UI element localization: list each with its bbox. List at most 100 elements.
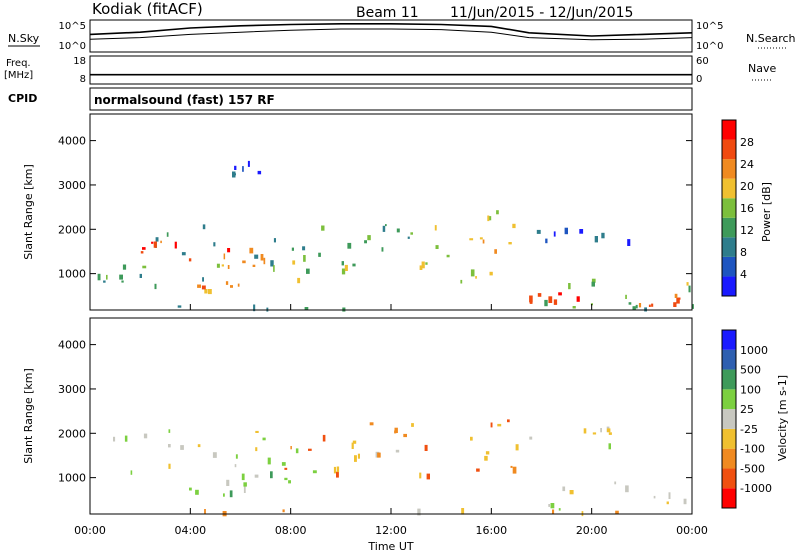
nsearch-label: N.Search (746, 32, 796, 45)
station-title: Kodiak (fitACF) (92, 0, 203, 18)
cpid-panel-frame (89, 87, 693, 111)
power-colorbar-swatch (722, 217, 736, 238)
power-cell (204, 289, 208, 294)
velocity-cell (476, 468, 480, 472)
velocity-cell (614, 481, 617, 485)
power-cell (470, 269, 475, 277)
velocity-cell (113, 436, 116, 442)
power-cell (364, 240, 367, 244)
power-cell (221, 264, 224, 267)
velocity-cell (395, 449, 400, 453)
velocity-cell (226, 479, 230, 486)
power-cell (297, 277, 301, 284)
power-cell (487, 215, 490, 222)
velocity-cell (143, 433, 148, 439)
power-cell (260, 254, 264, 261)
freq-tick-bottom: 8 (80, 74, 86, 85)
velocity-cell (592, 432, 597, 435)
velocity-cell (394, 430, 397, 434)
velocity-colorbar-swatch (722, 428, 736, 449)
velocity-colorbar-swatch (722, 488, 736, 508)
power-cell (419, 265, 423, 270)
power-cell (249, 247, 254, 254)
velocity-cell (281, 462, 286, 466)
nsky-tick-top: 10^5 (59, 21, 86, 32)
velocity-heatmap (113, 419, 687, 517)
velocity-cell (282, 509, 285, 513)
power-cell (97, 273, 101, 281)
xtick-label: 16:00 (475, 524, 507, 537)
power-cell (553, 299, 558, 305)
power-cell (382, 225, 386, 232)
power-cell (537, 293, 542, 297)
velocity-cell (204, 509, 206, 515)
power-colorbar-swatch (722, 159, 736, 179)
velocity-cell (484, 455, 488, 461)
velocity-cell (653, 495, 656, 499)
velocity-cell (235, 454, 238, 459)
power-cell (494, 249, 497, 254)
power-cell (564, 227, 568, 235)
power-cell (691, 304, 694, 309)
power-cell (638, 303, 642, 308)
freq-label: Freq. (6, 58, 31, 69)
power-cell (435, 245, 439, 249)
velocity-cell (510, 465, 513, 468)
velocity-colorbar-swatch (722, 330, 736, 350)
nsky-series-line-1 (89, 28, 693, 41)
power-cell (553, 231, 556, 237)
velocity-cell (351, 442, 354, 449)
freq-tick-top: 18 (73, 56, 86, 67)
power-cell (381, 247, 384, 252)
power-cell (216, 263, 220, 268)
power-cell (318, 252, 321, 257)
nsky-series-line-0 (89, 22, 693, 37)
time-xaxis: 00:00 04:00 08:00 12:00 16:00 20:00 00:00 (74, 304, 708, 537)
velocity-cell (254, 474, 259, 478)
power-cell (202, 224, 206, 230)
power-cell (594, 236, 598, 243)
xtick-label: 00:00 (676, 524, 708, 537)
cpid-label: CPID (8, 92, 37, 105)
velocity-colorbar-label: Velocity [m s-1] (776, 375, 789, 461)
velocity-cell (515, 444, 519, 451)
power-cell (677, 297, 681, 300)
power-cell (253, 304, 256, 312)
velocity-cell (548, 504, 550, 507)
power-cell (625, 294, 627, 299)
velocity-colorbar: -1000 -500 -100 -25 25 100 500 1000 (721, 329, 772, 509)
velocity-colorbar-swatch (722, 369, 736, 390)
nsearch-tick-top: 10^5 (696, 21, 723, 32)
velocity-cell (419, 472, 422, 479)
power-cell (686, 282, 689, 286)
power-colorbar-tick: 28 (740, 136, 754, 149)
velocity-ytick-label: 3000 (58, 383, 86, 396)
xtick-label: 00:00 (74, 524, 106, 537)
power-ylabel: Slant Range [km] (22, 164, 35, 260)
power-colorbar-tick: 12 (740, 224, 754, 237)
velocity-cell (255, 430, 259, 433)
velocity-cell (267, 457, 271, 465)
power-cell (242, 166, 244, 172)
velocity-cell (197, 444, 201, 448)
power-cell (512, 223, 516, 229)
power-cell (306, 268, 310, 274)
power-colorbar-swatch (722, 198, 736, 218)
power-cell (153, 241, 157, 248)
power-cell (601, 232, 605, 239)
power-cell (446, 254, 450, 258)
power-cell (496, 210, 499, 215)
velocity-cell (683, 498, 687, 505)
velocity-cell (470, 436, 473, 441)
nave-label: Nave (748, 62, 776, 75)
velocity-cell (336, 471, 339, 478)
freq-unit: [MHz] (4, 70, 33, 81)
power-cell (242, 260, 246, 264)
velocity-cell (615, 510, 619, 515)
power-cell (688, 285, 691, 293)
power-cell (232, 173, 236, 176)
power-cell (482, 239, 485, 244)
freq-panel-frame (89, 55, 693, 85)
power-colorbar-tick: 24 (740, 158, 754, 171)
